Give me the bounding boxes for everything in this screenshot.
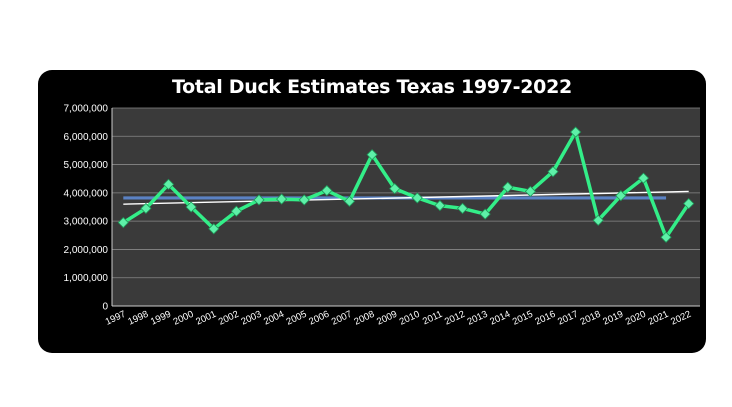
data-point-marker: [276, 193, 288, 205]
y-tick-label: 1,000,000: [64, 273, 109, 284]
x-tick-label: 2016: [533, 309, 557, 328]
x-tick-label: 2009: [375, 309, 399, 328]
x-tick-label: 2006: [307, 309, 331, 328]
data-point-marker: [547, 166, 559, 178]
x-tick-label: 2017: [556, 309, 580, 328]
x-axis: 1997199819992000200120022003200420052006…: [104, 309, 693, 328]
data-point-marker: [162, 178, 175, 190]
chart-panel: Total Duck Estimates Texas 1997-2022 0 1,…: [38, 70, 706, 353]
data-point-marker: [230, 205, 242, 217]
line-chart: 0 1,000,000 2,000,000 3,000,000 4,000,000 5,0…: [64, 104, 700, 328]
x-tick-label: 2014: [488, 309, 512, 328]
x-tick-label: 2005: [285, 309, 309, 328]
chart-title: Total Duck Estimates Texas 1997-2022: [172, 76, 572, 98]
x-tick-label: 2003: [239, 309, 263, 328]
x-tick-label: 1999: [149, 309, 173, 328]
y-tick-label: 7,000,000: [64, 104, 109, 115]
x-tick-label: 2020: [624, 309, 648, 328]
x-tick-label: 2018: [579, 309, 603, 328]
y-tick-label: 4,000,000: [64, 188, 109, 199]
y-tick-label: 2,000,000: [64, 245, 109, 256]
data-point-marker: [321, 185, 333, 197]
y-tick-label: 5,000,000: [64, 160, 109, 171]
y-tick-label: 0: [102, 302, 108, 313]
y-axis: 0 1,000,000 2,000,000 3,000,000 4,000,000 5,0…: [64, 104, 700, 313]
data-point-marker: [637, 172, 650, 184]
x-tick-label: 2002: [217, 309, 241, 328]
data-point-marker: [208, 223, 220, 235]
data-point-marker: [185, 201, 197, 213]
data-point-marker: [683, 198, 695, 210]
x-tick-label: 2015: [511, 309, 535, 328]
x-tick-label: 2019: [601, 309, 625, 328]
trend-line: [123, 190, 689, 205]
data-point-marker: [411, 192, 423, 204]
data-point-marker: [524, 185, 536, 198]
data-point-marker: [366, 149, 378, 161]
data-point-marker: [298, 194, 310, 206]
y-tick-label: 6,000,000: [64, 132, 109, 143]
reference-lines: [123, 190, 689, 205]
x-tick-label: 2011: [421, 309, 444, 328]
data-point-marker: [140, 202, 152, 214]
plot-background: [112, 108, 700, 306]
data-point-marker: [592, 214, 604, 226]
x-tick-label: 2008: [353, 309, 377, 328]
data-point-marker: [502, 181, 514, 193]
data-point-marker: [660, 231, 672, 243]
data-point-marker: [389, 183, 401, 195]
x-tick-label: 2004: [262, 309, 286, 328]
data-point-marker: [434, 200, 446, 212]
x-tick-label: 2010: [398, 309, 422, 328]
data-series: [117, 126, 695, 243]
data-point-marker: [615, 190, 627, 202]
data-point-marker: [253, 194, 265, 206]
data-point-marker: [570, 126, 582, 138]
x-tick-label: 2021: [647, 309, 671, 328]
data-point-marker: [456, 202, 469, 214]
x-tick-label: 1998: [126, 309, 150, 328]
x-tick-label: 2012: [443, 309, 467, 328]
x-tick-label: 2001: [194, 309, 218, 328]
x-tick-label: 2022: [669, 309, 693, 328]
data-point-marker: [343, 195, 356, 207]
x-tick-label: 2007: [330, 309, 354, 328]
data-point-marker: [479, 208, 491, 220]
series-line: [122, 130, 691, 240]
plot-area: [112, 108, 700, 306]
x-tick-label: 2000: [172, 309, 196, 328]
x-tick-label: 2013: [466, 309, 490, 328]
data-point-marker: [117, 216, 129, 229]
y-tick-label: 3,000,000: [64, 217, 109, 228]
